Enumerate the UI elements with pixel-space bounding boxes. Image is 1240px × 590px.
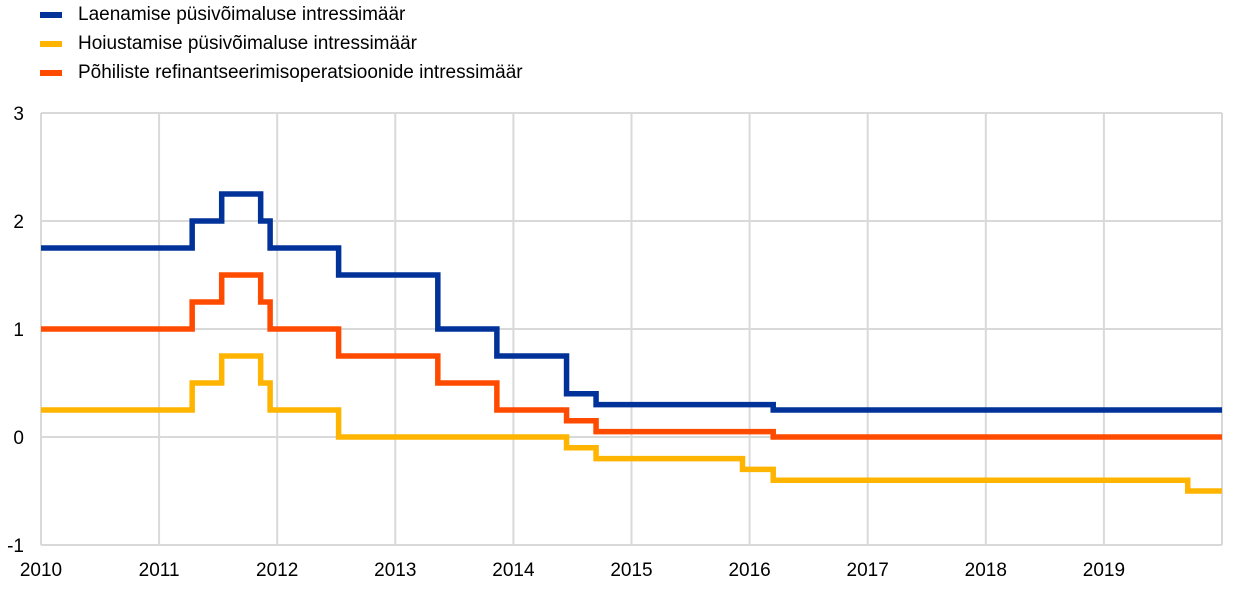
x-tick-label: 2014 [492, 560, 535, 581]
x-tick-label: 2015 [610, 560, 652, 581]
y-tick-label: 0 [13, 428, 24, 449]
series-lines [41, 191, 1222, 494]
y-tick-label: -1 [7, 536, 24, 557]
y-tick-label: 3 [13, 104, 24, 125]
legend-item-mro: Põhiliste refinantseerimisoperatsioonide… [40, 58, 523, 87]
x-tick-label: 2013 [374, 560, 416, 581]
x-tick-label: 2019 [1083, 560, 1125, 581]
x-tick-label: 2017 [847, 560, 889, 581]
legend-label-lending: Laenamise püsivõimaluse intressimäär [78, 4, 406, 25]
series-line-0 [41, 191, 1222, 413]
legend-swatch-mro [40, 69, 62, 76]
grid [40, 112, 1223, 546]
y-tick-label: 2 [13, 212, 24, 233]
legend: Laenamise püsivõimaluse intressimäär Hoi… [40, 0, 523, 87]
legend-swatch-deposit [40, 40, 62, 47]
series-line-2 [41, 272, 1222, 440]
legend-label-mro: Põhiliste refinantseerimisoperatsioonide… [78, 62, 523, 83]
x-tick-label: 2016 [728, 560, 770, 581]
axis-tick-labels: -1 0 1 2 3 2010 2011 2012 2013 2014 2015 2016 2017 20… [7, 104, 1125, 581]
x-tick-label: 2010 [20, 560, 62, 581]
series-line-1 [41, 353, 1222, 494]
x-tick-label: 2018 [965, 560, 1007, 581]
legend-item-lending: Laenamise püsivõimaluse intressimäär [40, 0, 523, 29]
x-tick-label: 2012 [256, 560, 298, 581]
legend-swatch-lending [40, 11, 62, 18]
y-tick-label: 1 [13, 320, 24, 341]
legend-label-deposit: Hoiustamise püsivõimaluse intressimäär [78, 33, 417, 54]
x-tick-label: 2011 [139, 560, 180, 581]
legend-item-deposit: Hoiustamise püsivõimaluse intressimäär [40, 29, 523, 58]
